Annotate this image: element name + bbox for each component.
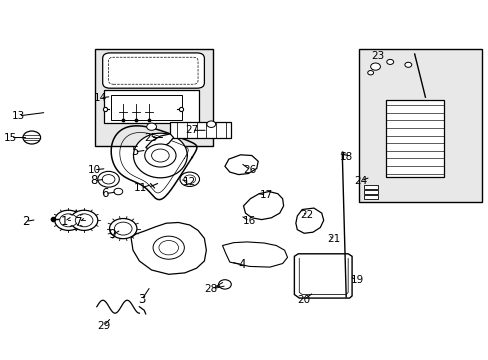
Text: 8: 8 <box>90 174 98 187</box>
Polygon shape <box>133 133 187 178</box>
Circle shape <box>144 144 176 167</box>
Text: 16: 16 <box>242 216 256 226</box>
Text: 26: 26 <box>243 165 257 175</box>
Circle shape <box>23 131 41 144</box>
Text: 28: 28 <box>204 284 218 294</box>
Text: 5: 5 <box>130 145 138 158</box>
Bar <box>103 90 199 123</box>
Circle shape <box>102 175 115 184</box>
Text: 25: 25 <box>143 132 157 143</box>
Circle shape <box>109 219 137 239</box>
Text: 10: 10 <box>87 165 100 175</box>
Circle shape <box>55 210 82 230</box>
Text: 14: 14 <box>93 93 107 103</box>
Circle shape <box>180 172 199 186</box>
Bar <box>364 185 377 189</box>
Text: 24: 24 <box>353 176 367 186</box>
Text: 20: 20 <box>297 294 310 305</box>
Bar <box>364 190 377 194</box>
Text: 15: 15 <box>4 132 18 143</box>
Bar <box>95 49 212 146</box>
Circle shape <box>404 62 411 67</box>
Text: 29: 29 <box>97 321 110 331</box>
Polygon shape <box>224 155 258 175</box>
Text: 1: 1 <box>61 215 68 228</box>
Polygon shape <box>131 222 206 274</box>
FancyBboxPatch shape <box>108 57 198 84</box>
Circle shape <box>183 175 195 184</box>
Circle shape <box>386 59 393 64</box>
Bar <box>364 195 377 199</box>
Text: 18: 18 <box>339 152 352 162</box>
Circle shape <box>114 188 122 195</box>
Text: 6: 6 <box>101 187 109 200</box>
Circle shape <box>153 236 184 259</box>
Text: 19: 19 <box>349 275 363 285</box>
Bar <box>170 122 231 138</box>
Bar <box>111 95 182 120</box>
Text: 12: 12 <box>183 177 196 187</box>
Text: 23: 23 <box>370 51 384 61</box>
Text: 11: 11 <box>134 183 147 193</box>
Circle shape <box>98 171 119 187</box>
Circle shape <box>218 280 231 289</box>
Circle shape <box>75 214 93 227</box>
Polygon shape <box>294 254 351 298</box>
Bar <box>359 49 481 202</box>
Text: 22: 22 <box>300 210 313 220</box>
Circle shape <box>206 121 215 127</box>
Circle shape <box>151 149 169 162</box>
Circle shape <box>370 63 380 70</box>
Text: 13: 13 <box>12 111 25 121</box>
Bar <box>386 100 443 177</box>
Text: 2: 2 <box>21 215 29 228</box>
Text: 9: 9 <box>108 228 116 241</box>
Polygon shape <box>243 192 283 220</box>
Polygon shape <box>222 242 287 267</box>
Text: 17: 17 <box>259 190 273 200</box>
Text: 4: 4 <box>238 258 245 271</box>
Text: 3: 3 <box>138 293 145 306</box>
Circle shape <box>114 222 132 235</box>
Circle shape <box>70 210 98 230</box>
Text: 7: 7 <box>75 216 83 229</box>
Circle shape <box>367 71 373 75</box>
Circle shape <box>60 214 77 227</box>
Polygon shape <box>295 208 323 233</box>
Text: 27: 27 <box>184 125 198 135</box>
Circle shape <box>159 240 178 255</box>
Circle shape <box>146 123 156 130</box>
FancyBboxPatch shape <box>102 53 204 88</box>
Text: 21: 21 <box>326 234 340 244</box>
Polygon shape <box>145 134 173 151</box>
